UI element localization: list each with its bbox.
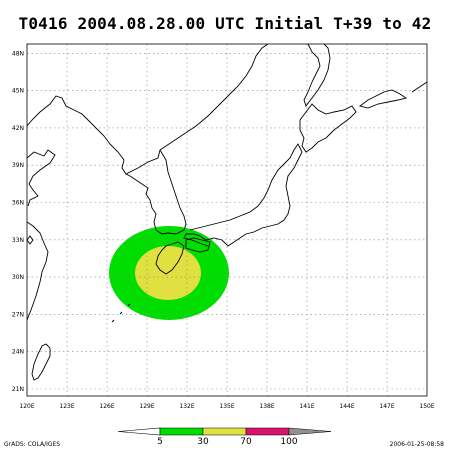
lat-tick-label: 42N [12, 125, 24, 132]
plot-frame [26, 43, 428, 397]
coastline-russia-primorye [159, 44, 269, 151]
coastline-china-north [27, 95, 161, 175]
lat-tick-label: 24N [12, 349, 24, 356]
coastline-honshu [183, 143, 303, 247]
lat-tick-label: 33N [12, 237, 24, 244]
legend-swatch [159, 427, 204, 436]
legend-arrow-right [288, 427, 332, 436]
coastline-kyushu [155, 241, 185, 275]
legend-label: 30 [197, 437, 209, 447]
lon-tick-label: 147E [379, 403, 394, 410]
lon-tick-label: 126E [99, 403, 114, 410]
lon-tick-label: 123E [59, 403, 74, 410]
latitude-labels: 21N 24N 27N 30N 33N 36N 39N 42N 45N 48N [12, 50, 24, 393]
map-title: T0416 2004.08.28.00 UTC Initial T+39 to … [18, 14, 432, 33]
coastlines [27, 44, 427, 381]
coastline-hokkaido [299, 103, 357, 153]
coastline-korea [125, 149, 187, 235]
lon-tick-label: 138E [259, 403, 274, 410]
lon-tick-label: 144E [339, 403, 354, 410]
lon-tick-label: 129E [139, 403, 154, 410]
legend-swatch [202, 427, 247, 436]
footer-credit: GrADS: COLA/IGES [4, 441, 61, 448]
lon-tick-label: 132E [179, 403, 194, 410]
coastline-shikoku [185, 237, 211, 253]
legend-swatch [245, 427, 290, 436]
lat-tick-label: 27N [12, 311, 24, 318]
lat-tick-label: 48N [12, 50, 24, 57]
coastline-china-korea [27, 44, 56, 321]
grid-lines [27, 44, 427, 396]
lat-tick-label: 21N [12, 386, 24, 393]
lon-tick-label: 135E [219, 403, 234, 410]
lat-tick-label: 39N [12, 162, 24, 169]
longitude-labels: 120E 123E 126E 129E 132E 135E 138E 141E 144E 147E… [19, 403, 434, 410]
legend-arrow-left [117, 427, 161, 436]
lon-tick-label: 141E [299, 403, 314, 410]
footer-timestamp: 2006-01-25-08:58 [389, 441, 444, 448]
coastline-taiwan [31, 343, 51, 381]
legend-label: 70 [240, 437, 252, 447]
lon-tick-label: 150E [419, 403, 434, 410]
coastline-kurils [358, 81, 427, 109]
lat-tick-label: 30N [12, 274, 24, 281]
legend-label: 100 [280, 437, 297, 447]
legend-colorbar: 5 30 70 100 [117, 427, 332, 447]
legend-label: 5 [157, 437, 163, 447]
lon-tick-label: 120E [19, 403, 34, 410]
lat-tick-label: 45N [12, 88, 24, 95]
lat-tick-label: 36N [12, 200, 24, 207]
coastline-ryukyu [111, 303, 131, 323]
coastline-sakhalin [303, 44, 331, 107]
